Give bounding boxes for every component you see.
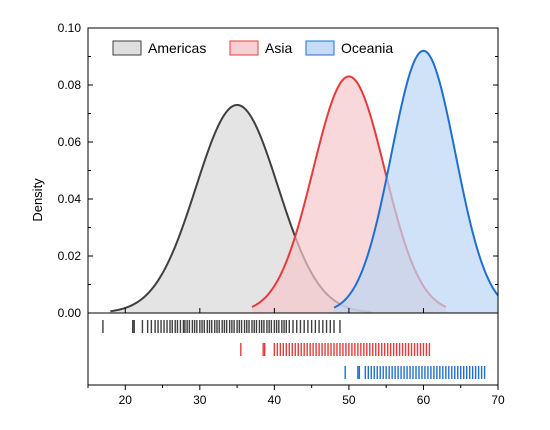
x-tick-label-5: 70 [491,393,505,407]
legend-label-2: Oceania [341,40,393,56]
y-tick-label-5: 0.10 [58,21,82,35]
legend-swatch-0 [112,40,142,56]
x-tick-label-3: 50 [342,393,356,407]
x-tick-label-0: 20 [119,393,133,407]
density-line-2 [333,49,499,309]
y-tick-label-2: 0.04 [58,192,82,206]
density-area-0 [110,104,372,313]
legend-swatch-2 [305,40,335,56]
density-area-2 [334,50,498,314]
legend-swatch-1 [229,40,259,56]
y-tick-label-3: 0.06 [58,135,82,149]
y-tick-label-0: 0.00 [58,306,82,320]
y-axis-label: Density [30,178,45,222]
rug-plots [102,320,486,379]
legend-label-1: Asia [265,40,292,56]
x-tick-label-2: 40 [268,393,282,407]
y-tick-label-4: 0.08 [58,78,82,92]
density-curves [110,49,499,314]
x-tick-label-4: 60 [417,393,431,407]
legend-label-0: Americas [148,40,206,56]
axes: 0.00 0.02 0.04 0.06 0.08 0.10 20 30 40 50 60 70 [58,21,505,407]
y-tick-label-1: 0.02 [58,249,82,263]
legend: Americas Asia Oceania [112,40,393,56]
x-tick-label-1: 30 [193,393,207,407]
